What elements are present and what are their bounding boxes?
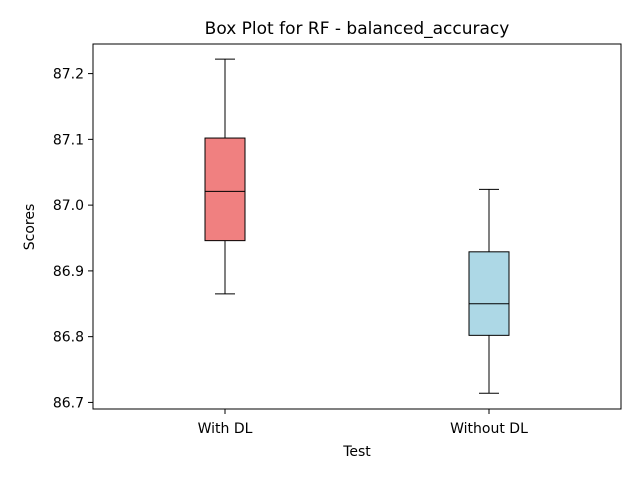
x-tick-label: With DL	[198, 421, 253, 437]
x-axis-label: Test	[342, 444, 371, 460]
y-tick-label: 87.2	[53, 67, 84, 83]
plot-area: 86.7 86.8 86.9 87.0 87.1 87.2 With DL Without D…	[53, 58, 528, 437]
y-axis-label: Scores	[22, 204, 38, 251]
box	[468, 251, 510, 336]
y-tick-label: 87.1	[53, 132, 84, 148]
y-tick-label: 86.9	[53, 264, 84, 280]
y-tick-label: 86.8	[53, 330, 84, 346]
y-tick-label: 87.0	[53, 198, 84, 214]
plot-frame	[92, 43, 622, 410]
chart-title: Box Plot for RF - balanced_accuracy	[205, 19, 510, 39]
x-tick-label: Without DL	[450, 421, 528, 437]
box	[204, 137, 246, 242]
y-tick-label: 86.7	[53, 395, 84, 411]
